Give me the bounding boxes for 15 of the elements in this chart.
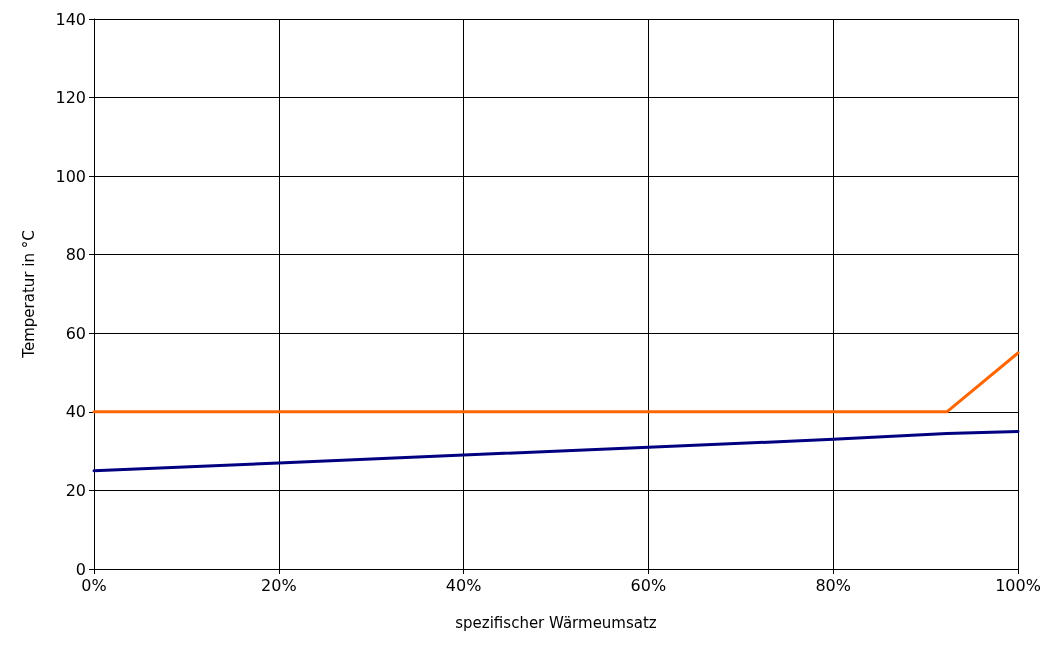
x-tick-label: 20% xyxy=(261,575,297,595)
x-tick-label: 80% xyxy=(815,575,851,595)
y-tick-label: 60 xyxy=(65,323,86,343)
x-tick-label: 60% xyxy=(630,575,667,595)
x-axis-title: spezifischer Wärmeumsatz xyxy=(455,613,657,632)
y-tick-label: 140 xyxy=(55,9,86,29)
y-tick-label: 40 xyxy=(65,402,86,422)
y-axis-title: Temperatur in °C xyxy=(19,230,38,359)
y-tick-label: 100 xyxy=(55,166,86,186)
y-tick-label: 120 xyxy=(55,88,86,108)
x-tick-label: 40% xyxy=(445,575,482,595)
x-tick-label: 100% xyxy=(995,575,1041,595)
line-series xyxy=(92,430,1020,473)
y-tick-label: 20 xyxy=(65,480,86,500)
y-tick-label: 80 xyxy=(65,245,86,265)
